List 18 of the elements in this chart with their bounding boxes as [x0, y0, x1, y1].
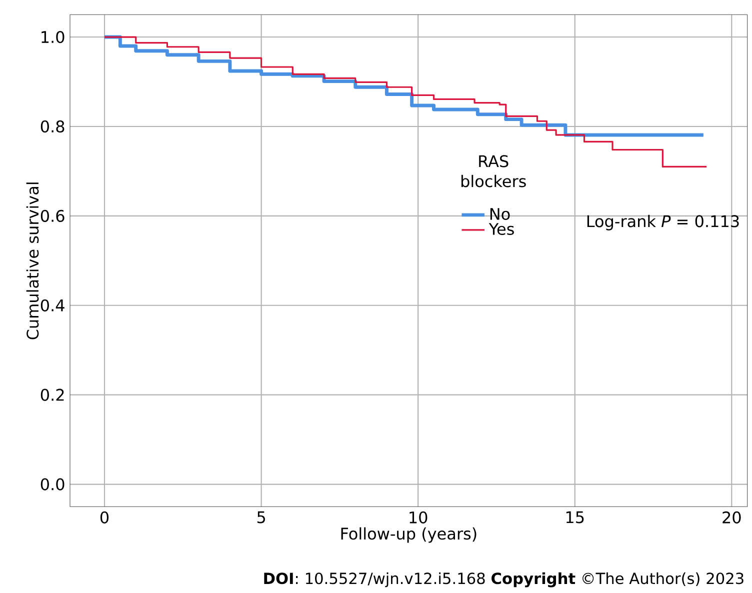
legend-label: Yes	[488, 222, 514, 235]
x-tick-label: 20	[722, 511, 741, 524]
legend-label: No	[490, 208, 510, 220]
x-tick-label: 5	[257, 511, 265, 524]
annotation: Log-rank P = 0.113	[587, 214, 739, 230]
y-tick-label: 0.6	[40, 210, 64, 222]
y-tick-label: 0.4	[40, 299, 64, 312]
x-axis-title: Follow-up (years)	[341, 527, 476, 543]
y-tick-label: 0.2	[40, 388, 64, 401]
y-tick-label: 0.8	[40, 120, 64, 132]
text: DOI: 10.5527/wjn.v12.i5.168 Copyright ©The Author(s) 2023	[264, 572, 744, 588]
x-tick-label: 0	[100, 511, 109, 524]
y-axis-title: Cumulative survival	[26, 182, 39, 340]
legend-title: RAS blockers	[461, 155, 526, 188]
x-tick-label: 10	[410, 511, 428, 524]
y-tick-label: 1.0	[42, 30, 64, 43]
y-tick-label: 0.0	[40, 478, 64, 490]
x-tick-label: 15	[566, 511, 584, 524]
